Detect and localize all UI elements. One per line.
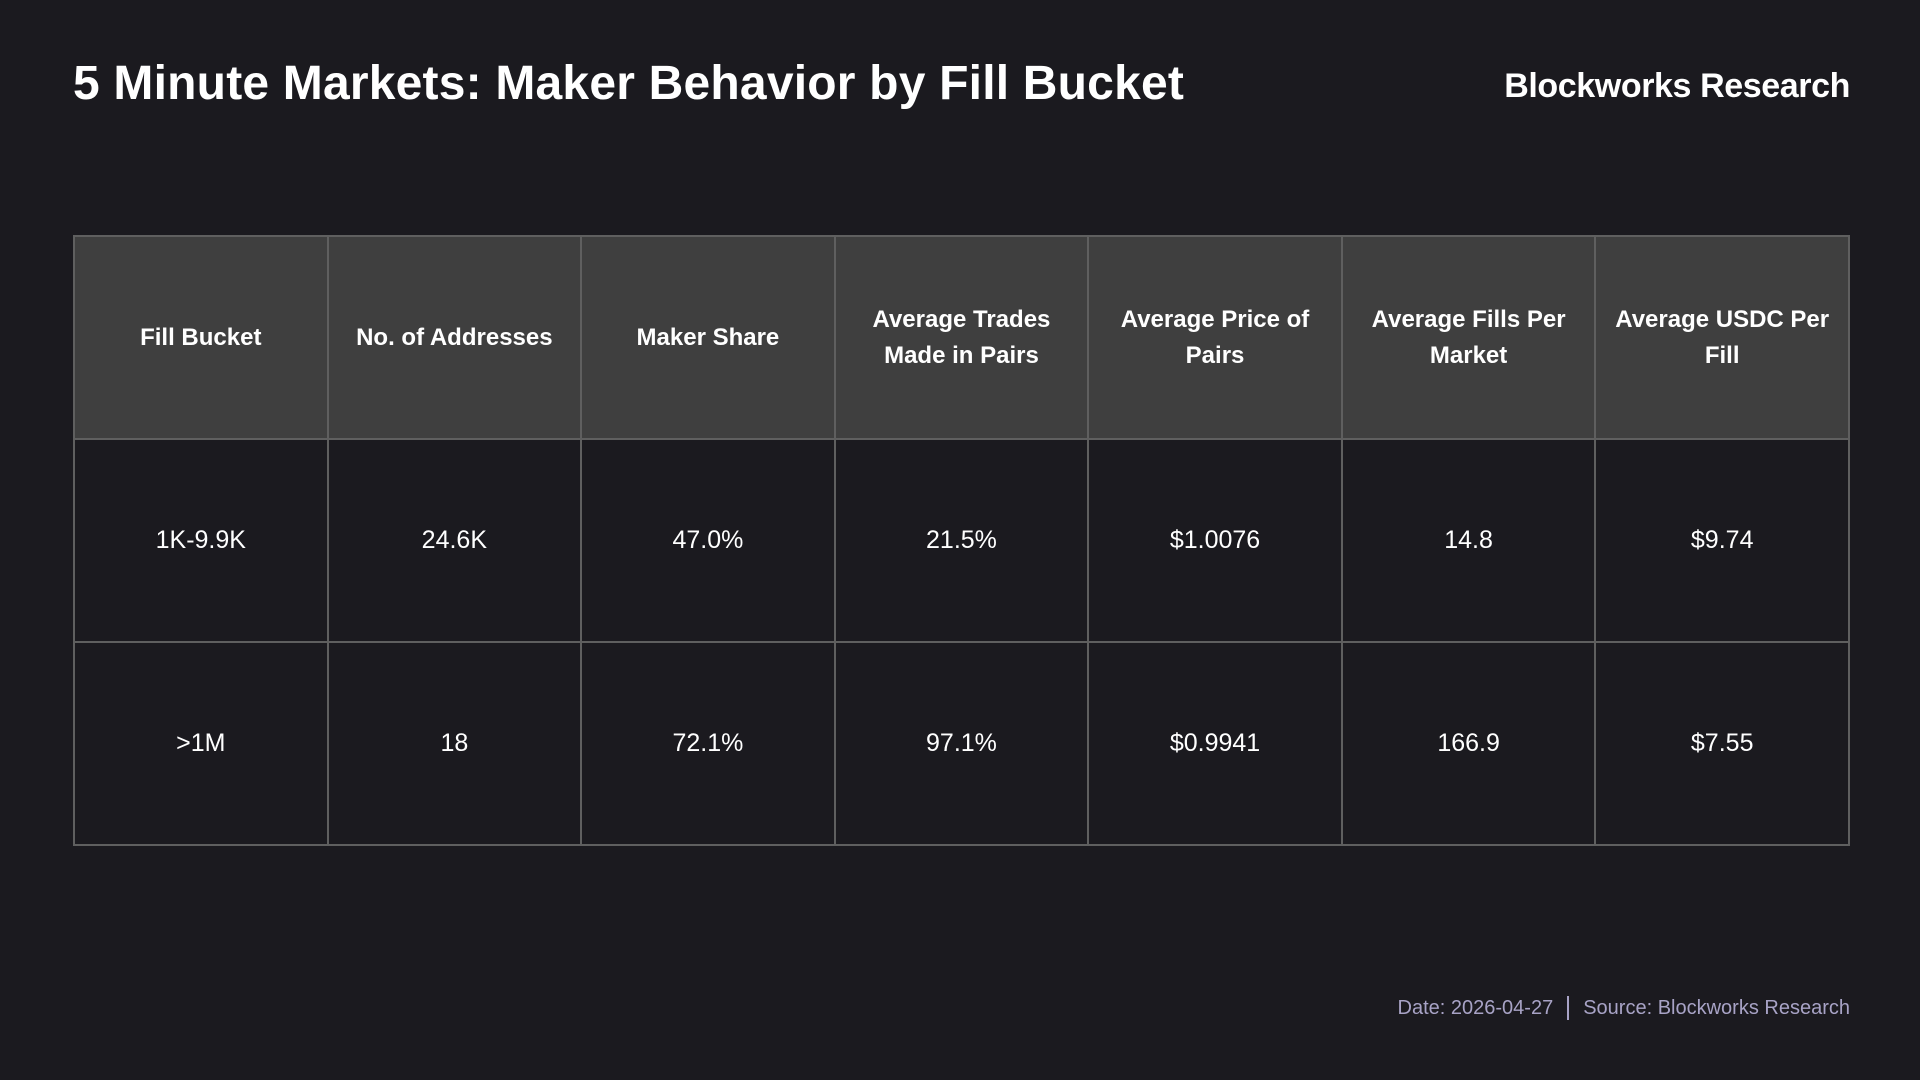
footer-date: Date: 2026-04-27 [1397,997,1554,1019]
table-cell: $9.74 [1594,438,1850,643]
table-cell: 14.8 [1340,438,1597,643]
column-header: Average USDC Per Fill [1594,235,1850,440]
table-header-row: Fill Bucket No. of Addresses Maker Share… [73,235,1850,440]
footer: Date: 2026-04-27 Source: Blockworks Rese… [1398,995,1850,1021]
brand-logo-text: Blockworks Research [1504,67,1850,105]
table-row: >1M 18 72.1% 97.1% $0.9941 166.9 $7.55 [73,641,1850,846]
table-cell: 1K-9.9K [73,438,329,643]
table-row: 1K-9.9K 24.6K 47.0% 21.5% $1.0076 14.8 $… [73,438,1850,643]
data-table: Fill Bucket No. of Addresses Maker Share… [73,235,1850,846]
table-cell: 47.0% [580,438,836,643]
table-cell: 72.1% [580,641,836,846]
footer-divider [1567,996,1570,1020]
column-header: No. of Addresses [326,235,583,440]
table-cell: 21.5% [833,438,1090,643]
table-cell: 18 [326,641,583,846]
table-cell: >1M [73,641,329,846]
table-cell: 166.9 [1340,641,1597,846]
column-header: Average Fills Per Market [1340,235,1597,440]
page-title: 5 Minute Markets: Maker Behavior by Fill… [73,57,1185,110]
table-cell: $1.0076 [1087,438,1343,643]
table-cell: 24.6K [326,438,583,643]
column-header: Maker Share [580,235,836,440]
table-cell: 97.1% [833,641,1090,846]
column-header: Average Trades Made in Pairs [833,235,1090,440]
column-header: Average Price of Pairs [1087,235,1343,440]
column-header: Fill Bucket [73,235,329,440]
footer-source: Source: Blockworks Research [1583,997,1850,1019]
table-cell: $0.9941 [1087,641,1343,846]
table-cell: $7.55 [1594,641,1850,846]
